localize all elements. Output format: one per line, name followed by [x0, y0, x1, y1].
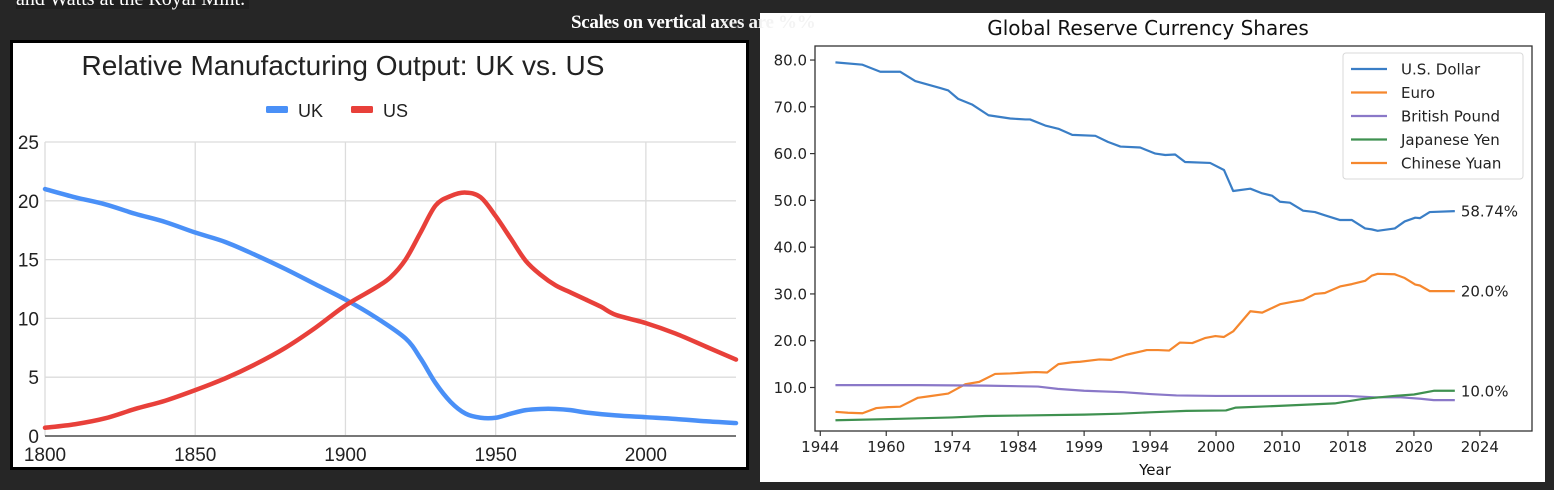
- series-line-euro: [835, 272, 1455, 415]
- manufacturing-chart-panel: Relative Manufacturing Output: UK vs. US…: [10, 40, 749, 470]
- reserve-end-labels: 58.74% 20.0% 10.0%: [1461, 203, 1518, 401]
- x-tick-label: 2010: [1263, 438, 1301, 456]
- y-tick-label: 70.0: [774, 98, 807, 116]
- legend-label-us: US: [383, 101, 408, 121]
- scales-note-dark: Scales on vertical a: [571, 12, 720, 33]
- x-tick-label: 1800: [24, 445, 66, 466]
- manufacturing-chart-title: Relative Manufacturing Output: UK vs. US: [82, 50, 605, 81]
- series-line-us: [42, 190, 739, 431]
- x-tick-label: 1950: [475, 445, 517, 466]
- manufacturing-tick-labels: 0 5 10 15 20 25 1800 1850 1900 1950 2000: [18, 133, 667, 466]
- x-tick-label: 1960: [867, 438, 905, 456]
- reserve-axes: 10.0 20.0 30.0 40.0 50.0 60.0 70.0 80.0 1944 1960…: [774, 45, 1533, 456]
- y-tick-label: 80.0: [774, 52, 807, 70]
- reserve-chart-title: Global Reserve Currency Shares: [987, 16, 1309, 40]
- x-tick-label: 1984: [999, 438, 1037, 456]
- reserve-chart-panel: Global Reserve Currency Shares 10.0 20.0 3…: [760, 13, 1545, 482]
- legend-label-uk: UK: [298, 101, 323, 121]
- x-tick-label: 1994: [1131, 438, 1169, 456]
- x-tick-label: 1974: [933, 438, 971, 456]
- legend-label-euro: Euro: [1401, 84, 1435, 102]
- legend-label-japanese-yen: Japanese Yen: [1400, 131, 1500, 149]
- legend-label-chinese-yuan: Chinese Yuan: [1401, 155, 1501, 173]
- top-caption: and Watts at the Royal Mint.: [16, 0, 250, 9]
- legend-swatch-us: [351, 106, 373, 113]
- series-line-british-pound: [835, 384, 1455, 402]
- y-tick-label: 5: [28, 368, 39, 389]
- x-tick-label: 2018: [1329, 438, 1367, 456]
- x-tick-label: 1900: [324, 445, 366, 466]
- reserve-chart: Global Reserve Currency Shares 10.0 20.0 3…: [774, 16, 1533, 479]
- y-tick-label: 25: [18, 133, 39, 154]
- reserve-legend: U.S. Dollar Euro British Pound Japanese Yen…: [1342, 52, 1524, 180]
- y-tick-label: 10.0: [774, 379, 807, 397]
- legend-swatch-uk: [266, 106, 288, 113]
- series-line-u-s-dollar: [835, 61, 1455, 232]
- manufacturing-chart: Relative Manufacturing Output: UK vs. US…: [18, 50, 739, 466]
- reserve-lines: [835, 61, 1455, 422]
- x-tick-label: 1850: [174, 445, 216, 466]
- y-tick-label: 40.0: [774, 239, 807, 257]
- scales-note-light: xes are %%: [719, 12, 816, 33]
- x-tick-label: 2024: [1461, 438, 1499, 456]
- legend-label-british-pound: British Pound: [1401, 108, 1500, 126]
- series-line-japanese-yen: [835, 389, 1455, 422]
- y-tick-label: 0: [28, 427, 39, 448]
- reserve-x-axis-label: Year: [1138, 461, 1172, 479]
- x-tick-label: 1999: [1065, 438, 1103, 456]
- manufacturing-lines: [42, 186, 739, 431]
- x-tick-label: 1944: [801, 438, 839, 456]
- series-line-uk: [42, 186, 739, 426]
- y-tick-label: 50.0: [774, 192, 807, 210]
- y-tick-label: 20: [18, 192, 39, 213]
- end-label-japanese-yen: 10.0%: [1461, 382, 1509, 400]
- end-label-u-s-dollar: 58.74%: [1461, 203, 1518, 221]
- x-tick-label: 2020: [1395, 438, 1433, 456]
- legend-box: [1342, 52, 1524, 180]
- manufacturing-grid: [44, 141, 736, 437]
- y-tick-label: 15: [18, 251, 39, 272]
- y-tick-label: 10: [18, 309, 39, 330]
- end-label-euro: 20.0%: [1461, 283, 1509, 301]
- y-tick-label: 60.0: [774, 145, 807, 163]
- y-tick-label: 30.0: [774, 285, 807, 303]
- x-tick-label: 2000: [1197, 438, 1235, 456]
- plot-frame: [814, 45, 1533, 432]
- manufacturing-legend: UK US: [266, 101, 408, 121]
- legend-label-u-s-dollar: U.S. Dollar: [1401, 61, 1481, 79]
- scales-note: Scales on vertical axes are %%: [571, 12, 816, 34]
- x-tick-label: 2000: [625, 445, 667, 466]
- y-tick-label: 20.0: [774, 332, 807, 350]
